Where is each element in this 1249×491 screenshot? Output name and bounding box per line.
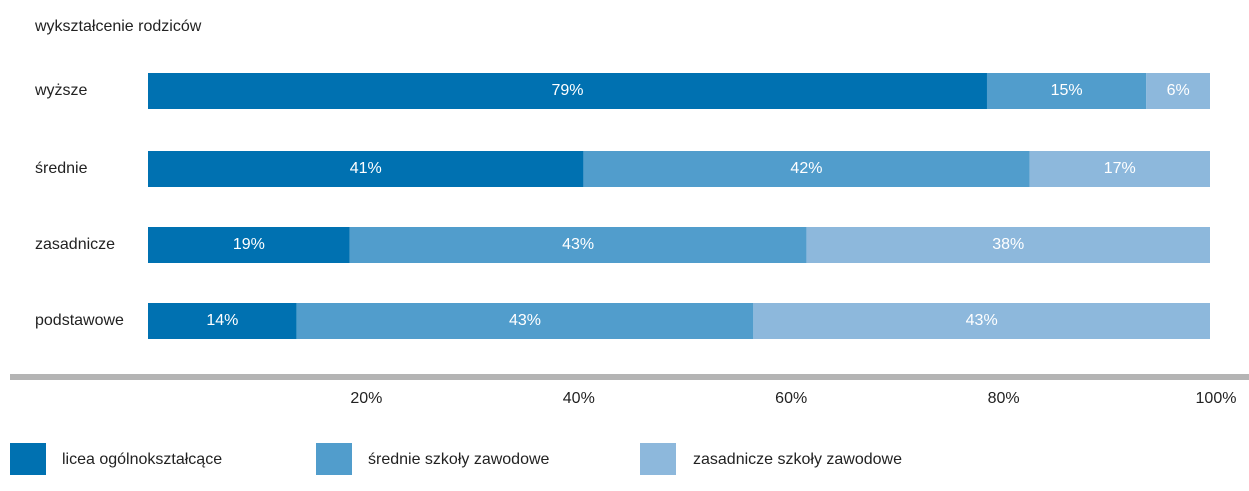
bar-segment <box>986 73 1147 109</box>
y-tick-label: zasadnicze <box>35 236 115 253</box>
y-tick-label: średnie <box>35 160 88 177</box>
legend-label: średnie szkoły zawodowe <box>368 451 550 468</box>
legend-label: licea ogólnokształcące <box>62 451 222 468</box>
bar-segment <box>1029 151 1210 187</box>
value-label: 42% <box>790 160 822 177</box>
value-label: 17% <box>1104 160 1136 177</box>
bar-segment <box>806 227 1210 263</box>
legend-swatch <box>10 443 46 475</box>
value-label: 43% <box>562 236 594 253</box>
bar-segment <box>296 303 754 339</box>
bar-segment <box>753 303 1210 339</box>
bar-segment <box>583 151 1030 187</box>
value-label: 15% <box>1051 82 1083 99</box>
bar-segment <box>148 227 350 263</box>
bar-segment <box>1146 73 1210 109</box>
legend-swatch <box>316 443 352 475</box>
x-tick-label: 100% <box>1196 390 1237 407</box>
x-tick-label: 20% <box>350 390 382 407</box>
value-label: 38% <box>992 236 1024 253</box>
legend-label: zasadnicze szkoły zawodowe <box>693 451 902 468</box>
bar-segment <box>148 73 987 109</box>
chart-title: wykształcenie rodziców <box>34 18 202 35</box>
value-label: 43% <box>966 312 998 329</box>
value-label: 41% <box>350 160 382 177</box>
x-tick-label: 40% <box>563 390 595 407</box>
bar-segment <box>148 151 584 187</box>
y-tick-label: podstawowe <box>35 312 124 329</box>
x-tick-label: 60% <box>775 390 807 407</box>
value-label: 43% <box>509 312 541 329</box>
y-tick-label: wyższe <box>34 82 88 99</box>
value-label: 14% <box>206 312 238 329</box>
value-label: 79% <box>551 82 583 99</box>
value-label: 19% <box>233 236 265 253</box>
value-label: 6% <box>1167 82 1190 99</box>
bar-segment <box>349 227 807 263</box>
axis-line <box>10 374 1249 380</box>
bar-segment <box>148 303 297 339</box>
legend-swatch <box>640 443 676 475</box>
x-tick-label: 80% <box>988 390 1020 407</box>
